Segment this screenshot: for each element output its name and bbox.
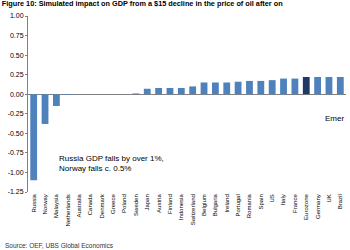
svg-text:-0.25: -0.25 <box>8 110 24 117</box>
svg-text:Emer: Emer <box>325 114 344 123</box>
svg-text:Eurozone: Eurozone <box>303 194 309 220</box>
svg-text:Germany: Germany <box>315 194 321 219</box>
svg-text:Australia: Australia <box>76 194 82 218</box>
svg-text:Russia GDP falls by over 1%,No: Russia GDP falls by over 1%,Norway falls… <box>59 154 164 173</box>
svg-text:Canada: Canada <box>87 194 93 216</box>
svg-text:Sweden: Sweden <box>133 194 139 216</box>
svg-text:Japan: Japan <box>144 194 150 210</box>
svg-text:-1.25: -1.25 <box>8 188 24 195</box>
svg-text:Malaysia: Malaysia <box>53 194 59 218</box>
svg-text:-0.50: -0.50 <box>8 130 24 137</box>
svg-text:Italy: Italy <box>280 194 286 205</box>
svg-text:Indonesia: Indonesia <box>178 194 184 221</box>
svg-text:UK: UK <box>326 194 332 202</box>
svg-text:Belgium: Belgium <box>201 194 207 216</box>
svg-text:France: France <box>292 194 298 213</box>
svg-text:0.75: 0.75 <box>10 32 24 39</box>
svg-text:0.00: 0.00 <box>10 91 24 98</box>
svg-text:Denmark: Denmark <box>99 193 105 218</box>
svg-text:Greece: Greece <box>110 194 116 214</box>
svg-text:US: US <box>269 194 275 202</box>
svg-text:0.25: 0.25 <box>10 71 24 78</box>
svg-text:1.00: 1.00 <box>10 12 24 19</box>
svg-text:Switzerland: Switzerland <box>190 194 196 225</box>
svg-text:Portugal: Portugal <box>235 194 241 216</box>
svg-text:Source: OEF, UBS Global Econom: Source: OEF, UBS Global Economics <box>5 242 114 249</box>
svg-text:Finland: Finland <box>167 194 173 214</box>
svg-text:Norway: Norway <box>42 194 48 214</box>
svg-text:Russia: Russia <box>31 194 37 213</box>
svg-text:Bulgaria: Bulgaria <box>212 194 218 217</box>
svg-text:Ireland: Ireland <box>224 194 230 212</box>
svg-text:Poland: Poland <box>121 194 127 213</box>
svg-text:Figure 10: Simulated impact on: Figure 10: Simulated impact on GDP from … <box>2 0 283 8</box>
svg-text:Spain: Spain <box>258 194 264 209</box>
svg-text:Brazil: Brazil <box>337 194 343 209</box>
svg-text:Austria: Austria <box>156 194 162 213</box>
svg-text:-0.75: -0.75 <box>8 149 24 156</box>
svg-text:0.50: 0.50 <box>10 52 24 59</box>
svg-text:Netherlands: Netherlands <box>65 194 71 226</box>
svg-text:Romania: Romania <box>246 194 252 219</box>
svg-text:-1.00: -1.00 <box>8 169 24 176</box>
